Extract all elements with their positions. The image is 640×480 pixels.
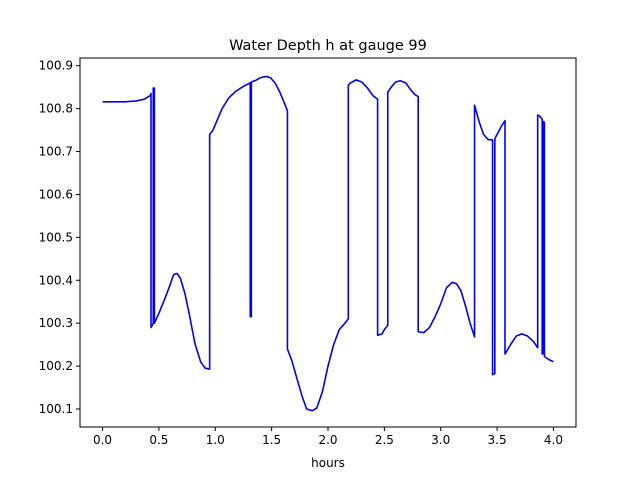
series-layer (102, 75, 554, 412)
x-tick-label: 2.5 (375, 433, 394, 447)
x-tick-label: 1.5 (262, 433, 281, 447)
x-tick-label: 2.0 (318, 433, 337, 447)
x-tick-label: 3.0 (431, 433, 450, 447)
y-tick-label: 100.1 (39, 402, 73, 416)
series-line (102, 75, 554, 412)
y-tick-label: 100.9 (39, 59, 73, 73)
x-tick-label: 3.5 (488, 433, 507, 447)
y-tick-label: 100.8 (39, 102, 73, 116)
y-tick-label: 100.4 (39, 273, 73, 287)
x-axis: 0.0 0.5 1.0 1.5 2.0 2.5 3.0 3.5 4.0 (93, 427, 563, 447)
x-tick-label: 0.5 (149, 433, 168, 447)
x-tick-label: 4.0 (544, 433, 563, 447)
x-tick-label: 1.0 (206, 433, 225, 447)
x-axis-label: hours (311, 456, 345, 470)
y-axis: 100.1 100.2 100.3 100.4 100.5 100.6 100.7 100.8… (39, 59, 80, 416)
y-tick-label: 100.7 (39, 145, 73, 159)
chart-title: Water Depth h at gauge 99 (229, 38, 427, 54)
y-tick-label: 100.2 (39, 359, 73, 373)
y-tick-label: 100.3 (39, 316, 73, 330)
y-tick-label: 100.5 (39, 230, 73, 244)
x-tick-label: 0.0 (93, 433, 112, 447)
y-tick-label: 100.6 (39, 187, 73, 201)
